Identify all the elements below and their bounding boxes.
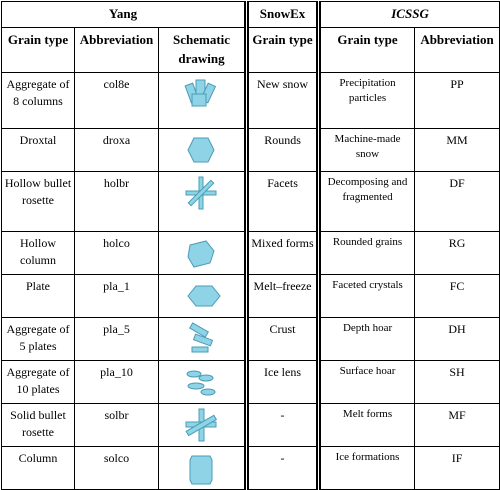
column-header: Grain type: [244, 26, 320, 73]
table-cell: SH: [414, 359, 500, 404]
table-cell: Machine-made snow: [316, 127, 416, 172]
table-cell: pla_10: [74, 359, 159, 404]
table-row: Hollow column holco Mixed forms Rounded gra…: [1, 230, 500, 275]
table-cell: Solid bullet rosette: [1, 402, 75, 447]
table-cell: Aggregate of 5 plates: [1, 316, 75, 361]
table-cell: col8e: [74, 71, 159, 129]
table-cell: Faceted crystals: [316, 273, 416, 318]
table-cell: Rounded grains: [316, 230, 416, 275]
table-row: Aggregate of 8 columns col8e New snow Preci…: [1, 71, 500, 129]
table-cell: pla_1: [74, 273, 159, 318]
table-cell: Plate: [1, 273, 75, 318]
table-cell: Rounds: [244, 127, 320, 172]
schematic-cell: [157, 445, 248, 490]
schematic-cell: [157, 170, 248, 232]
table-cell: Ice lens: [244, 359, 320, 404]
column-header: Abbreviation: [414, 26, 500, 73]
schematic-icon: [186, 137, 215, 163]
table-cell: IF: [414, 445, 500, 490]
table-cell: holco: [74, 230, 159, 275]
schematic-icon: [186, 370, 216, 396]
table-cell: -: [244, 445, 320, 490]
table-cell: Melt–freeze: [244, 273, 320, 318]
schematic-icon: [184, 408, 217, 442]
table-cell: Decomposing and fragmented: [316, 170, 416, 232]
schematic-cell: [157, 316, 248, 361]
table-cell: Ice formations: [316, 445, 416, 490]
table-cell: RG: [414, 230, 500, 275]
table-cell: New snow: [244, 71, 320, 129]
schematic-cell: [157, 359, 248, 404]
table-cell: Surface hoar: [316, 359, 416, 404]
table-row: Plate pla_1 Melt–freeze Faceted crystals FC: [1, 273, 500, 318]
schematic-icon: [188, 321, 213, 353]
schematic-cell: [157, 71, 248, 129]
table-cell: holbr: [74, 170, 159, 232]
table-cell: DF: [414, 170, 500, 232]
column-header: Abbreviation: [74, 26, 159, 73]
schematic-cell: [157, 402, 248, 447]
table-row: Solid bullet rosette solbr - Melt forms MF: [1, 402, 500, 447]
table-cell: Precipitation particles: [316, 71, 416, 129]
group-header: SnowEx: [244, 1, 320, 28]
schematic-icon: [185, 176, 217, 210]
table-cell: pla_5: [74, 316, 159, 361]
table-cell: MF: [414, 402, 500, 447]
table-cell: MM: [414, 127, 500, 172]
table-cell: Depth hoar: [316, 316, 416, 361]
table-row: Droxtal droxa Rounds Machine-made snow MM: [1, 127, 500, 172]
table-cell: Mixed forms: [244, 230, 320, 275]
table-cell: solbr: [74, 402, 159, 447]
table-cell: Hollow bullet rosette: [1, 170, 75, 232]
column-header: Schematic drawing: [157, 26, 248, 73]
table-cell: Melt forms: [316, 402, 416, 447]
table-row: Aggregate of 5 plates pla_5 Crust Depth hoa…: [1, 316, 500, 361]
schematic-icon: [184, 79, 216, 107]
table-row: Aggregate of 10 plates pla_10 Ice lens Surf…: [1, 359, 500, 404]
schematic-icon: [186, 239, 215, 268]
table-row: Hollow bullet rosette holbr Facets Decompos…: [1, 170, 500, 232]
table-cell: Droxtal: [1, 127, 75, 172]
schematic-cell: [157, 127, 248, 172]
table-cell: Hollow column: [1, 230, 75, 275]
table-row: Column solco - Ice formations IF: [1, 445, 500, 490]
schematic-cell: [157, 273, 248, 318]
table-cell: Crust: [244, 316, 320, 361]
schematic-cell: [157, 230, 248, 275]
table-cell: Aggregate of 10 plates: [1, 359, 75, 404]
table-cell: Facets: [244, 170, 320, 232]
table-cell: -: [244, 402, 320, 447]
table-cell: FC: [414, 273, 500, 318]
schematic-icon: [186, 285, 221, 307]
table-cell: solco: [74, 445, 159, 490]
group-header: ICSSG: [316, 1, 500, 28]
table-cell: droxa: [74, 127, 159, 172]
schematic-icon: [189, 455, 213, 485]
table-cell: DH: [414, 316, 500, 361]
column-header: Grain type: [1, 26, 75, 73]
table-cell: Column: [1, 445, 75, 490]
table-cell: PP: [414, 71, 500, 129]
group-header: Yang: [0, 1, 248, 28]
column-header: Grain type: [316, 26, 416, 73]
table-cell: Aggregate of 8 columns: [1, 71, 75, 129]
